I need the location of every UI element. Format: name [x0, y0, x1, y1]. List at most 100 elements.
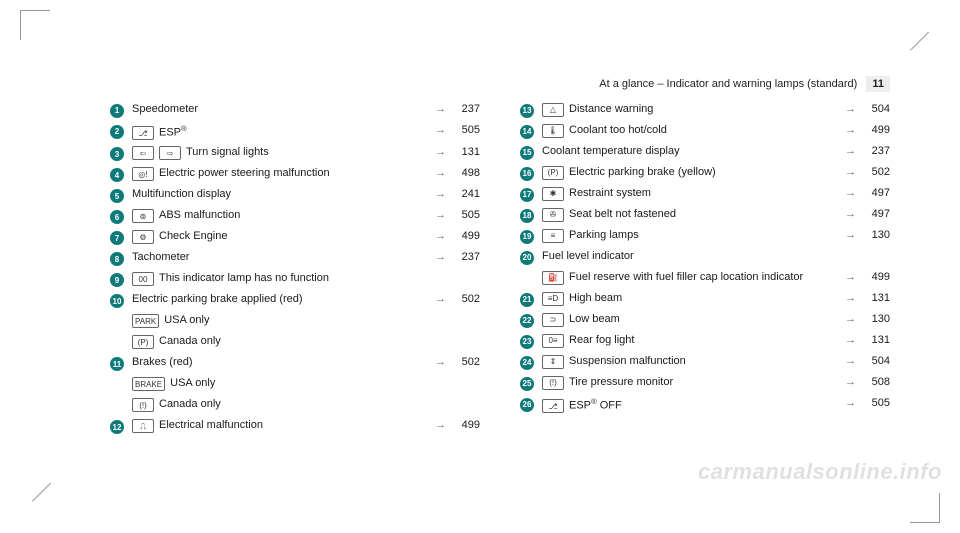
item-text-2: OFF: [597, 400, 622, 412]
page-ref-arrow: →: [428, 356, 446, 369]
item-text: Rear fog light: [569, 334, 634, 346]
item-label: Coolant temperature display: [542, 145, 838, 158]
page-ref-arrow: →: [428, 146, 446, 159]
item-marker: 6: [110, 210, 124, 224]
page-ref-arrow: →: [838, 124, 856, 137]
item-text: Turn signal lights: [186, 147, 269, 159]
item-marker: 3: [110, 147, 124, 161]
page-ref-arrow: →: [428, 419, 446, 432]
item-text: Seat belt not fastened: [569, 208, 676, 220]
item-marker: 23: [520, 335, 534, 349]
page-diag-bottom-left: [32, 483, 50, 501]
page-ref-arrow: →: [838, 334, 856, 347]
item-label: PARKUSA only: [132, 314, 428, 328]
page-corner-top-left: [20, 10, 50, 40]
page-ref-arrow: →: [838, 103, 856, 116]
item-label: 00This indicator lamp has no function: [132, 272, 428, 286]
item-label: ⎍Electrical malfunction: [132, 419, 428, 433]
indicator-icon: ⚙: [132, 230, 154, 244]
list-item: (P) Canada only: [110, 332, 480, 353]
item-text: Canada only: [159, 399, 221, 411]
item-marker: 1: [110, 104, 124, 118]
indicator-icon: 0≡: [542, 334, 564, 348]
item-text: Fuel level indicator: [542, 250, 634, 262]
indicator-icon: ⎇: [542, 399, 564, 413]
list-item: 22⊃Low beam→130: [520, 310, 890, 331]
list-item: 1Speedometer→237: [110, 100, 480, 121]
list-item: 16(P)Electric parking brake (yellow)→502: [520, 163, 890, 184]
item-marker: 26: [520, 398, 534, 412]
page-ref-arrow: →: [838, 187, 856, 200]
page-ref-arrow: →: [428, 167, 446, 180]
header-page-number: 11: [866, 76, 890, 92]
item-label: ≡DHigh beam: [542, 292, 838, 306]
item-label: (P)Electric parking brake (yellow): [542, 166, 838, 180]
page-ref-number: 497: [856, 208, 890, 221]
page-ref-number: 505: [856, 397, 890, 410]
item-label: ⎇ESP®: [132, 124, 428, 140]
page-diag-top-right: [910, 32, 928, 50]
list-item: 12⎍Electrical malfunction→499: [110, 416, 480, 437]
indicator-icon: (!): [542, 376, 564, 390]
item-marker: 19: [520, 230, 534, 244]
indicator-icon: ⎇: [132, 126, 154, 140]
item-text: High beam: [569, 292, 622, 304]
list-item: 3⇦⇨Turn signal lights→131: [110, 143, 480, 164]
indicator-icon: (P): [132, 335, 154, 349]
item-marker: 12: [110, 420, 124, 434]
list-item: BRAKEUSA only: [110, 374, 480, 395]
indicator-icon: ⎍: [132, 419, 154, 433]
item-label: ≡Parking lamps: [542, 229, 838, 243]
indicator-icon: ⊚: [132, 209, 154, 223]
item-marker: 24: [520, 356, 534, 370]
indicator-icon: ✇: [542, 208, 564, 222]
page-ref-number: 130: [856, 229, 890, 242]
item-text: Brakes (red): [132, 356, 193, 368]
page-ref-number: 237: [446, 251, 480, 264]
item-text: USA only: [170, 378, 215, 390]
list-item: 4◎!Electric power steering malfunction→4…: [110, 164, 480, 185]
item-text: Tachometer: [132, 251, 189, 263]
page-ref-number: 508: [856, 376, 890, 389]
item-marker: 9: [110, 273, 124, 287]
list-item: 26⎇ESP® OFF→505: [520, 394, 890, 416]
page-ref-number: 237: [446, 103, 480, 116]
item-marker: 10: [110, 294, 124, 308]
item-marker: 20: [520, 251, 534, 265]
item-text: Electric parking brake applied (red): [132, 293, 303, 305]
list-item: 8Tachometer→237: [110, 248, 480, 269]
item-text: Canada only: [159, 336, 221, 348]
item-sup: ®: [181, 124, 187, 133]
item-label: ✱Restraint system: [542, 187, 838, 201]
item-label: (!)Tire pressure monitor: [542, 376, 838, 390]
page-ref-number: 505: [446, 209, 480, 222]
item-text: Low beam: [569, 313, 620, 325]
item-text: Fuel reserve with fuel filler cap locati…: [569, 271, 803, 283]
item-text: Electric power steering malfunction: [159, 168, 330, 180]
list-item: 6⊚ABS malfunction→505: [110, 206, 480, 227]
item-text: ABS malfunction: [159, 210, 240, 222]
page-ref-arrow: →: [428, 124, 446, 137]
page-ref-arrow: →: [428, 230, 446, 243]
list-item: (!)Canada only: [110, 395, 480, 416]
item-label: ✇ Seat belt not fastened: [542, 208, 838, 222]
item-marker: 21: [520, 293, 534, 307]
item-label: ◎!Electric power steering malfunction: [132, 167, 428, 181]
page-ref-arrow: →: [428, 103, 446, 116]
page-ref-arrow: →: [838, 397, 856, 410]
item-label: (P) Canada only: [132, 335, 428, 349]
page-ref-number: 502: [856, 166, 890, 179]
item-marker: 5: [110, 189, 124, 203]
indicator-icon: △: [542, 103, 564, 117]
item-text: ESP: [569, 400, 591, 412]
page-ref-number: 499: [856, 124, 890, 137]
item-text: Parking lamps: [569, 229, 639, 241]
item-marker: 14: [520, 125, 534, 139]
item-marker: 15: [520, 146, 534, 160]
indicator-icon: 00: [132, 272, 154, 286]
item-marker: 25: [520, 377, 534, 391]
page-ref-number: 497: [856, 187, 890, 200]
page-ref-number: 502: [446, 356, 480, 369]
page-ref-number: 237: [856, 145, 890, 158]
page-ref-number: 499: [446, 230, 480, 243]
